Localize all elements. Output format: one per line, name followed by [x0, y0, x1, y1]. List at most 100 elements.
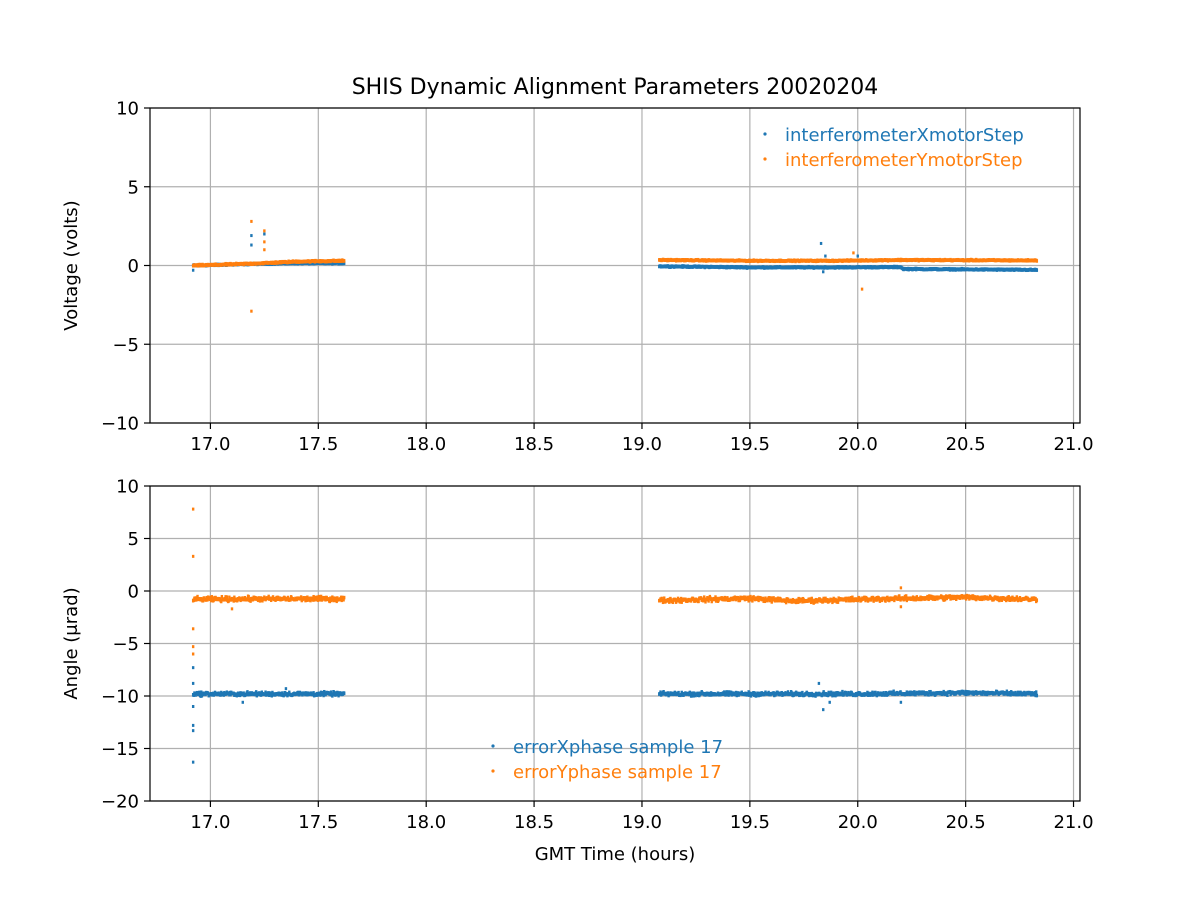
data-point: [259, 598, 262, 603]
data-point: [236, 693, 239, 698]
data-point: [946, 693, 949, 697]
data-point: [746, 595, 750, 600]
data-point: [1005, 691, 1008, 696]
data-point: [1018, 597, 1021, 602]
data-point: [892, 689, 895, 694]
y-tick-label: −5: [112, 634, 139, 655]
data-point: [1035, 268, 1039, 272]
data-point: [1035, 259, 1039, 263]
data-point: [305, 598, 308, 603]
data-point: [249, 599, 252, 603]
data-point: [826, 597, 829, 602]
data-point: [746, 692, 750, 696]
data-point: [1034, 596, 1037, 601]
data-point: [1005, 597, 1009, 602]
data-point: [944, 594, 948, 598]
data-point: [199, 694, 202, 698]
outlier-point: [822, 708, 825, 712]
data-point: [1035, 690, 1038, 694]
data-point: [948, 594, 952, 598]
data-point: [761, 596, 765, 601]
data-point: [998, 598, 1001, 603]
data-point: [727, 693, 730, 697]
data-point: [269, 598, 273, 603]
x-tick-label: 17.0: [190, 434, 230, 455]
data-point: [963, 692, 967, 696]
data-point: [941, 691, 945, 696]
data-point: [908, 692, 912, 697]
data-point: [823, 599, 827, 603]
outlier-point: [230, 607, 234, 611]
legend-marker-error-y: [491, 769, 495, 773]
data-point: [676, 596, 680, 601]
data-point: [702, 598, 705, 602]
data-point: [342, 261, 346, 265]
outlier-point: [191, 268, 195, 272]
data-point: [973, 595, 977, 599]
data-point: [752, 691, 755, 695]
data-point: [263, 692, 267, 697]
data-point: [228, 692, 231, 697]
data-point: [324, 597, 327, 602]
panel-angle: 17.0 17.5 18.0 18.5 19.0 19.5 20.0 20.5 21.0 −20 −…: [61, 477, 1094, 866]
data-point: [327, 597, 330, 601]
legend-angle: errorXphase sample 17 errorYphase sample…: [491, 737, 723, 783]
data-point: [336, 691, 340, 695]
data-point: [797, 596, 800, 601]
outlier-point: [250, 219, 253, 223]
data-point: [960, 594, 964, 598]
y-tick-label: 10: [116, 99, 139, 120]
outlier-point: [824, 254, 827, 258]
x-tick-label: 18.5: [514, 434, 554, 455]
data-point: [192, 598, 195, 602]
legend-voltage: interferometerXmotorStep interferometerY…: [763, 125, 1024, 171]
data-point: [316, 598, 320, 602]
data-point: [339, 595, 343, 600]
legend-label-interferometer-x: interferometerXmotorStep: [785, 125, 1024, 146]
data-point: [315, 597, 318, 602]
data-point: [847, 598, 850, 603]
data-point: [697, 691, 700, 696]
outlier-point: [817, 681, 821, 685]
data-point: [863, 595, 867, 600]
y-tick-label: −10: [101, 687, 139, 708]
data-point: [299, 595, 303, 599]
outlier-point: [284, 687, 288, 691]
outlier-point: [822, 270, 825, 274]
data-point: [747, 690, 750, 694]
data-point: [692, 693, 695, 698]
data-point: [726, 692, 729, 697]
data-point: [316, 595, 319, 600]
data-point: [259, 693, 263, 697]
y-tick-label: −10: [101, 414, 139, 435]
data-point: [905, 598, 909, 603]
y-tick-label: 0: [128, 256, 139, 277]
data-point: [707, 599, 710, 603]
data-point: [944, 596, 947, 601]
data-point: [933, 691, 936, 696]
data-point: [972, 692, 975, 697]
y-tick-label: 10: [116, 477, 139, 498]
data-point: [227, 599, 230, 603]
data-point: [1034, 693, 1037, 698]
data-point: [710, 599, 713, 604]
data-point: [260, 596, 264, 601]
data-point: [846, 596, 850, 601]
data-point: [342, 597, 345, 602]
data-point: [738, 598, 742, 603]
outlier-point: [899, 700, 903, 704]
legend-label-interferometer-y: interferometerYmotorStep: [785, 150, 1023, 171]
y-axis-label-voltage: Voltage (volts): [61, 200, 82, 330]
data-point: [929, 689, 932, 694]
x-tick-label: 17.0: [190, 812, 230, 833]
data-point: [274, 598, 277, 602]
data-point: [690, 693, 693, 698]
data-point: [660, 596, 663, 601]
data-point: [784, 598, 787, 603]
chart-title: SHIS Dynamic Alignment Parameters 200202…: [352, 75, 879, 100]
data-point: [332, 598, 335, 603]
data-point: [884, 599, 887, 603]
data-point: [255, 693, 259, 698]
data-point: [832, 691, 835, 696]
data-point: [919, 595, 922, 600]
